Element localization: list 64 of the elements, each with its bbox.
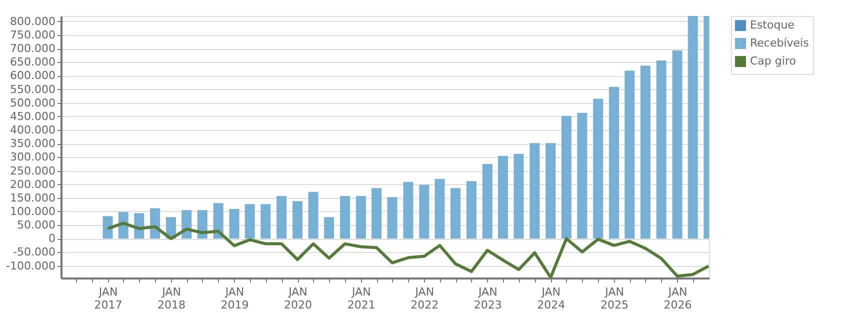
x-tick-label: JAN 2024: [537, 286, 566, 312]
bar: [387, 197, 398, 239]
bar: [466, 181, 476, 239]
bar: [530, 143, 540, 239]
x-tick-label: JAN 2025: [600, 286, 629, 312]
legend-label: Cap giro: [750, 54, 796, 68]
y-tick-label: 500.000: [10, 96, 56, 110]
x-tick-label: JAN 2023: [474, 286, 502, 312]
y-tick-label: -100.000: [6, 259, 56, 272]
y-tick-label: 450.000: [10, 110, 56, 123]
bar: [577, 112, 588, 239]
bar: [372, 188, 382, 239]
x-tick-label: JAN 2019: [220, 286, 249, 312]
line-series: [106, 222, 709, 278]
legend-label: Estoque: [750, 18, 795, 32]
y-tick-label: 50.000: [17, 218, 56, 232]
bar: [244, 204, 255, 239]
y-tick-label: 400.000: [10, 124, 56, 137]
bar: [434, 178, 445, 239]
bar: [498, 156, 508, 239]
bar: [229, 209, 240, 239]
bar: [546, 143, 556, 239]
y-tick-label: 0: [48, 232, 56, 246]
x-tick-label: JAN 2018: [158, 286, 186, 312]
bar: [609, 86, 620, 239]
bar: [340, 196, 350, 239]
y-tick-label: -50.000: [13, 246, 56, 259]
x-tick-label: JAN 2020: [284, 286, 312, 312]
bar: [672, 50, 682, 239]
bar: [688, 16, 698, 239]
y-tick-label: 550.000: [10, 82, 56, 96]
bar: [260, 204, 271, 239]
x-tick-label: JAN 2021: [347, 286, 376, 312]
bar: [324, 217, 334, 239]
y-tick-label: 800.000: [10, 14, 56, 28]
y-tick-label: 350.000: [10, 137, 56, 150]
bar: [102, 216, 113, 239]
y-tick-label: 650.000: [10, 56, 56, 69]
bar: [482, 164, 492, 239]
bar: [403, 182, 414, 239]
y-tick-label: 700.000: [10, 42, 56, 56]
bar: [308, 192, 318, 239]
legend-label: Recebíveis: [750, 36, 810, 50]
x-tick-label: JAN 2026: [664, 286, 692, 312]
bar: [292, 201, 303, 239]
bar: [450, 188, 461, 239]
bar: [624, 70, 635, 239]
bar: [276, 196, 287, 239]
x-tick-label: JAN 2017: [94, 286, 122, 312]
y-tick-label: 150.000: [10, 191, 56, 204]
y-tick-label: 100.000: [10, 204, 56, 218]
bar: [419, 184, 430, 239]
y-tick-label: 750.000: [10, 28, 56, 42]
y-tick-label: 600.000: [10, 69, 56, 82]
y-tick-label: 200.000: [10, 178, 56, 191]
x-tick-label: JAN 2022: [410, 286, 439, 312]
bar: [656, 60, 666, 239]
bar: [514, 154, 524, 239]
y-tick-label: 250.000: [10, 164, 56, 178]
bar: [561, 116, 572, 239]
bar: [640, 66, 650, 239]
y-tick-label: 300.000: [10, 150, 56, 164]
bar: [356, 196, 366, 239]
bar: [593, 98, 604, 239]
